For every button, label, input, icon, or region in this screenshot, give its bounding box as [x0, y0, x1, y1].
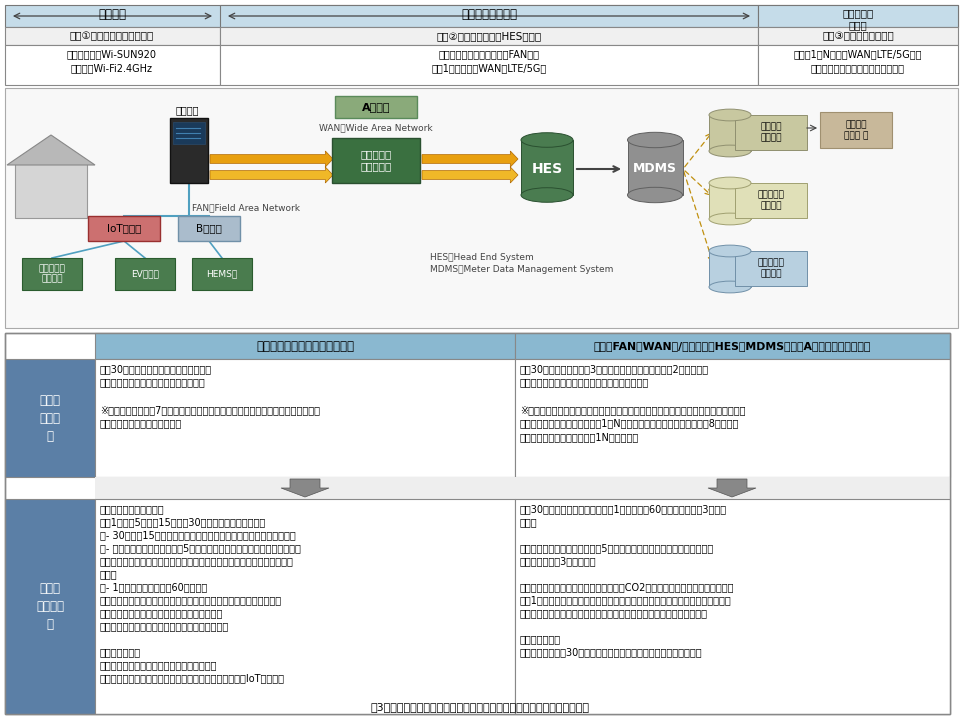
Ellipse shape — [709, 213, 751, 225]
Bar — [735, 251, 807, 286]
Bar — [515, 499, 950, 714]
Ellipse shape — [628, 187, 683, 203]
Bar — [95, 359, 515, 477]
Polygon shape — [281, 479, 329, 497]
Bar — [515, 477, 950, 499]
Ellipse shape — [709, 281, 751, 293]
Text: ・　30分値有効電力量（注１）を1２０分毎に60分以内に送付（3年間保
　存）

・　有効・無効電力量・電圧の5分値を一定割合取得し一定期間（注２）
　ごとに送: ・ 30分値有効電力量（注１）を1２０分毎に60分以内に送付（3年間保 存） ・… — [520, 504, 734, 657]
Text: 小売電気
事業者 等: 小売電気 事業者 等 — [844, 120, 868, 140]
Text: EV充電器: EV充電器 — [132, 270, 159, 278]
Polygon shape — [7, 135, 95, 165]
Text: 託送業務
システム: 託送業務 システム — [760, 122, 781, 142]
Text: 領域③運用管理システム: 領域③運用管理システム — [822, 31, 894, 41]
Bar — [628, 140, 683, 195]
Polygon shape — [422, 151, 518, 167]
Bar — [515, 359, 950, 477]
Bar — [709, 183, 751, 219]
Text: 図3　次世代スマートメーターシステム（低圧）の標準機能（決定事項）: 図3 次世代スマートメーターシステム（低圧）の標準機能（決定事項） — [371, 702, 589, 712]
Text: コンセント
レーター等: コンセント レーター等 — [360, 149, 392, 171]
Text: 通信：1対N通信（WAN：LTE/5G）、
　一般送配電事業者と小売間の通信: 通信：1対N通信（WAN：LTE/5G）、 一般送配電事業者と小売間の通信 — [794, 49, 923, 73]
Text: 通信（FAN・WAN）/システム（HES・MDMS）　（Aルート）の標準機能: 通信（FAN・WAN）/システム（HES・MDMS） （Aルート）の標準機能 — [593, 341, 871, 351]
Bar — [515, 333, 950, 359]
Text: Aルート: Aルート — [362, 102, 391, 112]
Text: WAN：Wide Area Network: WAN：Wide Area Network — [319, 123, 433, 132]
Ellipse shape — [709, 109, 751, 121]
Bar — [332, 138, 420, 183]
Text: メーター: メーター — [176, 105, 199, 115]
Polygon shape — [15, 163, 87, 218]
Bar — [95, 477, 515, 499]
Bar — [735, 183, 807, 218]
Text: HES：Head End System
MDMS：Meter Data Management System: HES：Head End System MDMS：Meter Data Mana… — [430, 253, 613, 275]
Text: Bルート: Bルート — [196, 223, 222, 233]
Bar — [5, 27, 220, 45]
Text: 各小売電気
事業者: 各小売電気 事業者 — [842, 8, 874, 30]
Bar — [95, 333, 515, 359]
Text: ・　30分値の有効電力量を４５日間保存
・　有効電力と電流の瘜時値を測定可能

※　現行では東電他7社が採用している「一体型」と、関電・九電が採用している
　「: ・ 30分値の有効電力量を４５日間保存 ・ 有効電力と電流の瘜時値を測定可能 ※… — [100, 364, 320, 428]
Polygon shape — [422, 167, 518, 183]
Bar — [178, 216, 240, 241]
Bar — [5, 45, 220, 85]
Text: ・　30分値有効電力量を3０分毎に６０分以内に送付（2年間保存）
・　有効電力と電流の瘜時値を必要なときに送付

※　現行では一般送配電事業者が構築した通信網を: ・ 30分値有効電力量を3０分毎に６０分以内に送付（2年間保存） ・ 有効電力と… — [520, 364, 746, 442]
Bar — [220, 45, 758, 85]
Ellipse shape — [709, 145, 751, 157]
Bar — [521, 140, 573, 195]
Bar — [5, 499, 95, 714]
Ellipse shape — [709, 177, 751, 189]
Bar — [758, 27, 958, 45]
Text: HES: HES — [532, 162, 563, 176]
Text: 通信：「主」Wi-SUN920
　「従」Wi-Fi2.4GHz: 通信：「主」Wi-SUN920 「従」Wi-Fi2.4GHz — [67, 49, 157, 73]
Bar — [115, 258, 175, 290]
Text: メーター（計量器）の標準機能: メーター（計量器）の標準機能 — [256, 340, 354, 353]
Text: HEMS等: HEMS等 — [206, 270, 238, 278]
Text: MDMS: MDMS — [633, 163, 677, 176]
Bar — [170, 118, 208, 183]
Bar — [220, 5, 758, 27]
Polygon shape — [210, 167, 333, 183]
Bar — [5, 333, 950, 714]
Text: ガス事業者
システム: ガス事業者 システム — [757, 190, 784, 210]
Bar — [5, 333, 950, 714]
Text: 領域①スマートメーターまで: 領域①スマートメーターまで — [70, 31, 155, 41]
Bar — [220, 27, 758, 45]
Bar — [192, 258, 252, 290]
Bar — [173, 122, 205, 144]
Text: 通信：マルチホップ通信（FAN）、
　　1対Ｎ通信（WAN：LTE/5G）: 通信：マルチホップ通信（FAN）、 1対Ｎ通信（WAN：LTE/5G） — [431, 49, 546, 73]
Bar — [709, 251, 751, 287]
Bar — [735, 115, 807, 150]
Polygon shape — [708, 479, 756, 497]
Bar — [5, 88, 958, 328]
Bar — [758, 5, 958, 27]
Ellipse shape — [628, 133, 683, 148]
Text: FAN：Field Area Network: FAN：Field Area Network — [192, 203, 300, 212]
Bar — [22, 258, 82, 290]
Polygon shape — [210, 151, 333, 167]
Ellipse shape — [521, 133, 573, 147]
Text: IoTルート: IoTルート — [107, 223, 141, 233]
Bar — [95, 499, 515, 714]
Bar — [758, 45, 958, 85]
Ellipse shape — [709, 245, 751, 257]
Text: （計測精度、保存期間）
・　1分値、5分値、15分値、30分値の有効電力量を取得
　- 30分値、15分値の有効電力量は料金精算に必要な任意の期間保存
　- 有: （計測精度、保存期間） ・ 1分値、5分値、15分値、30分値の有効電力量を取得… — [100, 504, 300, 683]
Text: 領域②通信システム（HES）まで: 領域②通信システム（HES）まで — [437, 31, 541, 41]
Text: 一般送配電事業者: 一般送配電事業者 — [461, 8, 517, 21]
Text: ガス・水道
メーター: ガス・水道 メーター — [38, 265, 65, 284]
Bar — [5, 5, 958, 27]
Text: 一般住宅: 一般住宅 — [98, 8, 126, 21]
Bar — [335, 96, 417, 118]
Bar — [820, 112, 892, 148]
Bar — [88, 216, 160, 241]
Text: 次世代
の標準機
能: 次世代 の標準機 能 — [36, 581, 64, 630]
Bar — [709, 115, 751, 151]
Ellipse shape — [521, 188, 573, 202]
Text: 現行の
標準機
能: 現行の 標準機 能 — [39, 394, 60, 442]
Text: 水道事業者
システム: 水道事業者 システム — [757, 258, 784, 278]
Bar — [5, 359, 95, 477]
